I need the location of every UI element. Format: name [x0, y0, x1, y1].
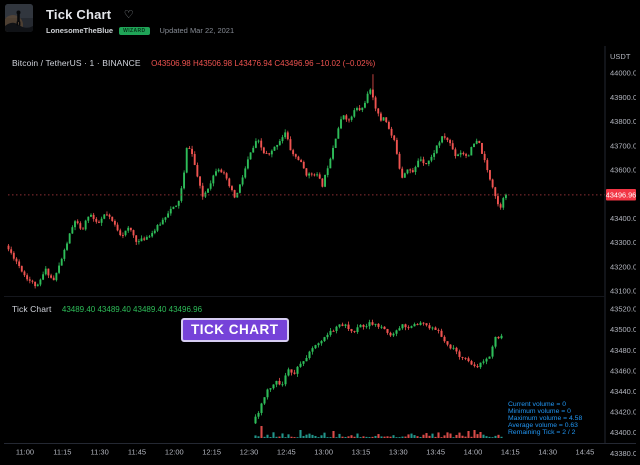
svg-text:43520.00: 43520.00 [610, 305, 636, 314]
svg-text:43600.00: 43600.00 [610, 165, 636, 174]
svg-text:43380.00: 43380.00 [610, 449, 636, 458]
svg-text:12:30: 12:30 [240, 448, 259, 457]
tick-chart-label: TICK CHART [181, 318, 289, 342]
svg-text:13:15: 13:15 [352, 448, 371, 457]
author-name[interactable]: LonesomeTheBlue [46, 26, 114, 35]
svg-text:14:00: 14:00 [464, 448, 483, 457]
svg-text:USDT: USDT [610, 52, 631, 61]
svg-text:13:30: 13:30 [389, 448, 408, 457]
svg-text:13:00: 13:00 [314, 448, 333, 457]
price-axis[interactable] [605, 46, 636, 443]
svg-text:43400.00: 43400.00 [610, 428, 636, 437]
svg-text:43700.00: 43700.00 [610, 141, 636, 150]
svg-text:43200.00: 43200.00 [610, 262, 636, 271]
symbol-title: Bitcoin / TetherUS · 1 · BINANCE [12, 58, 141, 68]
time-axis[interactable] [4, 443, 636, 459]
svg-text:11:30: 11:30 [91, 448, 109, 457]
svg-text:43100.00: 43100.00 [610, 287, 636, 296]
svg-text:43496.96: 43496.96 [606, 190, 636, 199]
svg-text:43480.00: 43480.00 [610, 346, 636, 355]
svg-text:11:00: 11:00 [16, 448, 34, 457]
updated-date: Updated Mar 22, 2021 [159, 26, 235, 35]
stat-remaining-tick: Remaining Tick = 2 / 2 [508, 429, 576, 436]
avatar-image [5, 4, 33, 32]
like-heart-icon[interactable]: ♡ [123, 9, 134, 21]
svg-text:43900.00: 43900.00 [610, 93, 636, 102]
svg-text:43800.00: 43800.00 [610, 117, 636, 126]
stat-minimum-volume: Minimum volume = 0 [508, 408, 571, 415]
svg-text:12:45: 12:45 [277, 448, 296, 457]
author-avatar[interactable] [5, 4, 33, 32]
main-series-legend: Bitcoin / TetherUS · 1 · BINANCE O43506.… [12, 53, 375, 71]
svg-text:11:15: 11:15 [53, 448, 71, 457]
svg-text:14:45: 14:45 [576, 448, 595, 457]
stat-maximum-volume: Maximum volume = 4.58 [508, 415, 583, 422]
volume-stats: Current volume = 0 Minimum volume = 0 Ma… [508, 401, 582, 436]
svg-text:43420.00: 43420.00 [610, 408, 636, 417]
title-row: Tick Chart ♡ [46, 6, 134, 22]
author-row: LonesomeTheBlue WIZARD Updated Mar 22, 2… [46, 25, 234, 36]
wizard-badge: WIZARD [119, 26, 150, 35]
svg-text:43440.00: 43440.00 [610, 387, 636, 396]
indicator-title: Tick Chart [12, 304, 52, 314]
indicator-values: 43489.40 43489.40 43489.40 43496.96 [61, 305, 203, 314]
svg-text:11:45: 11:45 [128, 448, 146, 457]
svg-text:43400.00: 43400.00 [610, 214, 636, 223]
svg-text:12:15: 12:15 [202, 448, 221, 457]
svg-text:43460.00: 43460.00 [610, 366, 636, 375]
page-title[interactable]: Tick Chart [46, 7, 112, 22]
svg-text:12:00: 12:00 [165, 448, 184, 457]
svg-text:14:30: 14:30 [538, 448, 557, 457]
svg-text:44000.00: 44000.00 [610, 69, 636, 78]
tick-chart-legend: Tick Chart 43489.40 43489.40 43489.40 43… [12, 299, 202, 317]
svg-text:43300.00: 43300.00 [610, 238, 636, 247]
ohlc-values: O43506.98 H43506.98 L43476.94 C43496.96 … [151, 59, 376, 68]
header: Tick Chart ♡ LonesomeTheBlue WIZARD Upda… [0, 0, 640, 46]
svg-text:13:45: 13:45 [426, 448, 445, 457]
chart-widget: 43496.96 USDT 44000.00 43900.00 43800.00 4370… [4, 46, 636, 459]
svg-text:14:15: 14:15 [501, 448, 520, 457]
svg-text:43500.00: 43500.00 [610, 325, 636, 334]
stat-current-volume: Current volume = 0 [508, 401, 566, 408]
stat-average-volume: Average volume = 0.63 [508, 422, 578, 429]
chart-canvas[interactable]: 43496.96 USDT 44000.00 43900.00 43800.00 4370… [4, 46, 636, 459]
